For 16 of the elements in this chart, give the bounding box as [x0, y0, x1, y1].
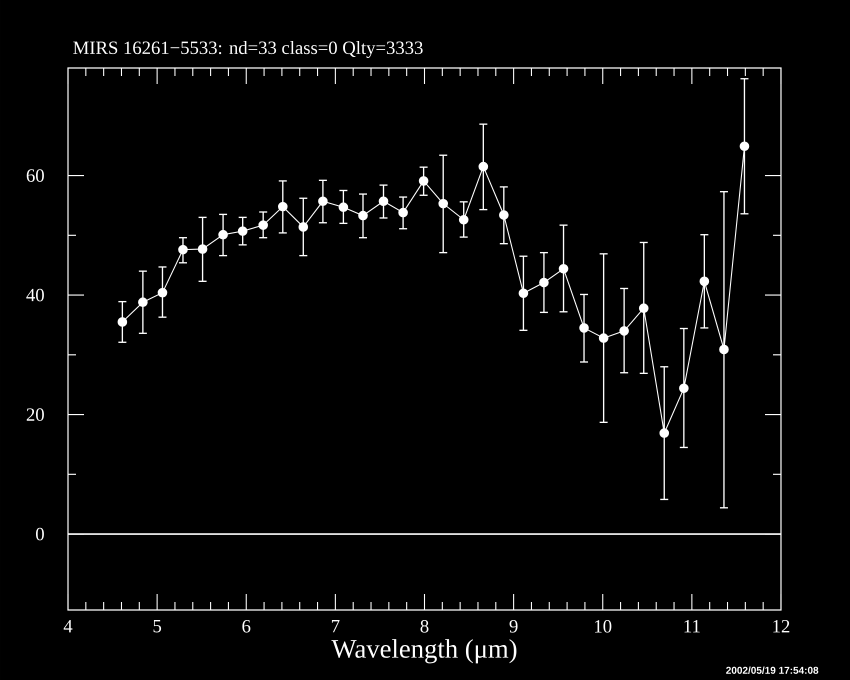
y-tick-label: 20: [26, 408, 44, 421]
y-tick-label: 60: [26, 169, 44, 182]
x-tick-label: 5: [154, 620, 162, 632]
y-tick-label: 40: [26, 288, 44, 302]
y-tick-label: 0: [36, 528, 44, 540]
x-tick-label: 7: [332, 620, 340, 632]
x-tick-label: 4: [64, 620, 72, 632]
chart-title: MIRS 16261−5533: nd=33 class=0 Qlty=3333: [73, 40, 423, 58]
x-tick-label: 6: [242, 620, 250, 633]
x-tick-label: 8: [420, 620, 428, 633]
x-tick-label: 9: [510, 620, 518, 633]
x-axis-title: Wavelength (μm): [331, 639, 516, 664]
x-tick-label: 11: [684, 620, 700, 632]
x-tick-label: 12: [773, 620, 790, 632]
x-tick-label: 10: [595, 620, 612, 633]
text: 2002/05/19 17:54:08: [726, 666, 818, 674]
